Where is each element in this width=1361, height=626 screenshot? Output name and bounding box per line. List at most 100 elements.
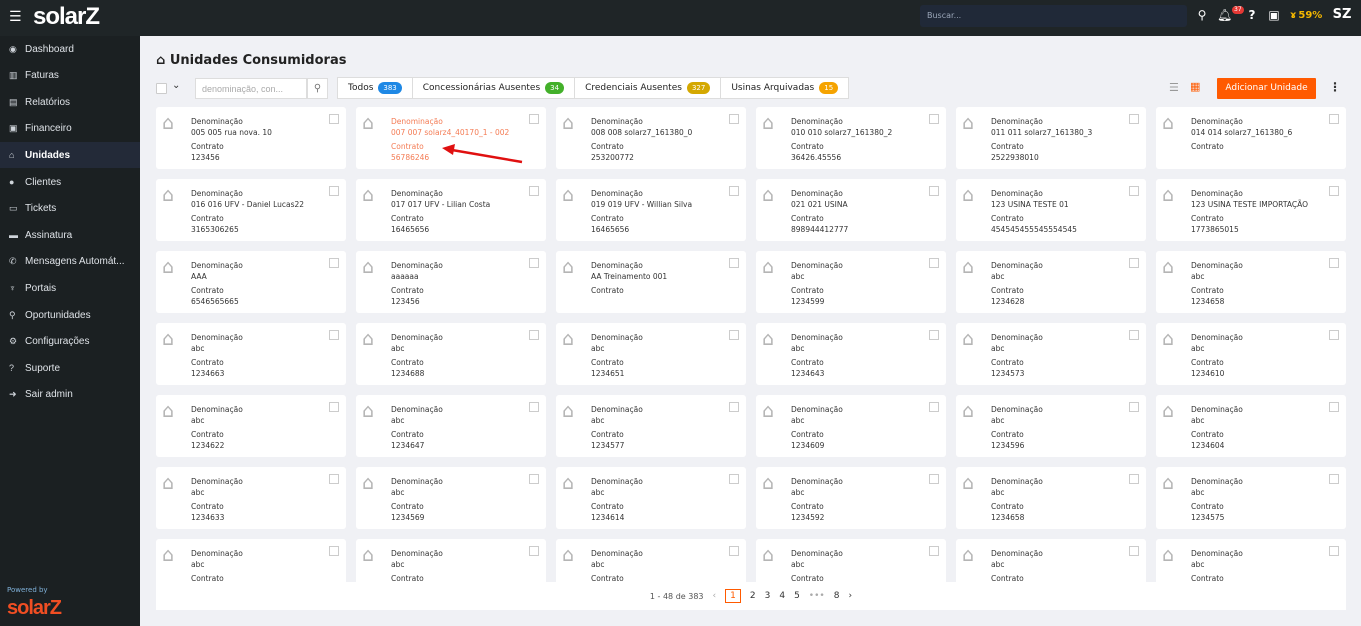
card-checkbox[interactable] [329, 402, 339, 412]
unit-card[interactable]: ⌂ Denominação 123 USINA TESTE IMPORTAÇÃO Co… [1156, 179, 1346, 241]
unit-card[interactable]: ⌂ Denominação 007 007 solarz4_40170_1 - 00… [356, 107, 546, 169]
unit-card[interactable]: ⌂ Denominação abc Contrato 1234651 [556, 323, 746, 385]
card-checkbox[interactable] [1329, 186, 1339, 196]
card-checkbox[interactable] [1329, 546, 1339, 556]
card-checkbox[interactable] [929, 330, 939, 340]
card-checkbox[interactable] [929, 258, 939, 268]
card-checkbox[interactable] [929, 186, 939, 196]
unit-card[interactable]: ⌂ Denominação abc Contrato 1234573 [956, 323, 1146, 385]
card-checkbox[interactable] [729, 114, 739, 124]
card-checkbox[interactable] [529, 330, 539, 340]
unit-card[interactable]: ⌂ Denominação abc Contrato 1234614 [556, 467, 746, 529]
unit-card[interactable]: ⌂ Denominação abc Contrato [556, 539, 746, 582]
unit-card[interactable]: ⌂ Denominação 005 005 rua nova. 10 Contrato… [156, 107, 346, 169]
unit-card[interactable]: ⌂ Denominação abc Contrato 1234643 [756, 323, 946, 385]
unit-card[interactable]: ⌂ Denominação abc Contrato 1234609 [756, 395, 946, 457]
unit-card[interactable]: ⌂ Denominação abc Contrato 1234604 [1156, 395, 1346, 457]
card-checkbox[interactable] [729, 402, 739, 412]
page-4[interactable]: 4 [779, 591, 786, 601]
sidebar-item-faturas[interactable]: ▥ Faturas [0, 63, 140, 89]
unit-card[interactable]: ⌂ Denominação abc Contrato 1234610 [1156, 323, 1346, 385]
unit-card[interactable]: ⌂ Denominação 011 011 solarz7_161380_3 Cont… [956, 107, 1146, 169]
unit-card[interactable]: ⌂ Denominação abc Contrato 1234592 [756, 467, 946, 529]
card-checkbox[interactable] [929, 474, 939, 484]
card-checkbox[interactable] [529, 474, 539, 484]
sidebar-item-configura-es[interactable]: ⚙ Configurações [0, 329, 140, 355]
card-checkbox[interactable] [1329, 330, 1339, 340]
sidebar-item-oportunidades[interactable]: ⚲ Oportunidades [0, 302, 140, 328]
card-checkbox[interactable] [729, 258, 739, 268]
unit-card[interactable]: ⌂ Denominação abc Contrato [356, 539, 546, 582]
card-checkbox[interactable] [529, 258, 539, 268]
grid-view-icon[interactable]: ▦ [1190, 80, 1201, 93]
sidebar-item-financeiro[interactable]: ▣ Financeiro [0, 116, 140, 142]
sidebar-item-assinatura[interactable]: ▬ Assinatura [0, 222, 140, 248]
card-checkbox[interactable] [1329, 474, 1339, 484]
card-checkbox[interactable] [329, 546, 339, 556]
search-input[interactable]: denominação, con... [195, 78, 307, 99]
unit-card[interactable]: ⌂ Denominação abc Contrato 1234622 [156, 395, 346, 457]
unit-card[interactable]: ⌂ Denominação abc Contrato [756, 539, 946, 582]
sidebar-item-unidades[interactable]: ⌂ Unidades [0, 142, 140, 169]
tab-credenciais-ausentes[interactable]: Credenciais Ausentes 327 [575, 78, 722, 98]
sidebar-item-sair-admin[interactable]: ➜ Sair admin [0, 382, 140, 408]
unit-card[interactable]: ⌂ Denominação 008 008 solarz7_161380_0 Cont… [556, 107, 746, 169]
unit-card[interactable]: ⌂ Denominação 016 016 UFV - Daniel Lucas22… [156, 179, 346, 241]
card-checkbox[interactable] [1329, 114, 1339, 124]
unit-card[interactable]: ⌂ Denominação abc Contrato [156, 539, 346, 582]
card-checkbox[interactable] [329, 186, 339, 196]
card-checkbox[interactable] [1129, 402, 1139, 412]
unit-card[interactable]: ⌂ Denominação abc Contrato 1234688 [356, 323, 546, 385]
search-button[interactable]: ⚲ [307, 78, 328, 99]
sidebar-item-suporte[interactable]: ? Suporte [0, 355, 140, 381]
card-checkbox[interactable] [329, 330, 339, 340]
card-checkbox[interactable] [1129, 546, 1139, 556]
card-checkbox[interactable] [1329, 258, 1339, 268]
tab-usinas-arquivadas[interactable]: Usinas Arquivadas 15 [721, 78, 848, 98]
card-checkbox[interactable] [929, 546, 939, 556]
sidebar-item-portais[interactable]: ♆ Portais [0, 275, 140, 301]
unit-card[interactable]: ⌂ Denominação abc Contrato 1234596 [956, 395, 1146, 457]
unit-card[interactable]: ⌂ Denominação 017 017 UFV - Lilian Costa Co… [356, 179, 546, 241]
sidebar-item-tickets[interactable]: ▭ Tickets [0, 196, 140, 222]
unit-card[interactable]: ⌂ Denominação abc Contrato 1234575 [1156, 467, 1346, 529]
sidebar-item-mensagens-autom-t[interactable]: ✆ Mensagens Automát... [0, 249, 140, 275]
unit-card[interactable]: ⌂ Denominação abc Contrato 1234658 [1156, 251, 1346, 313]
unit-card[interactable]: ⌂ Denominação AA Treinamento 001 Contrato [556, 251, 746, 313]
sidebar-item-dashboard[interactable]: ◉ Dashboard [0, 36, 140, 62]
next-page-icon[interactable]: › [848, 591, 853, 601]
hamburger-menu-icon[interactable]: ☰ [9, 9, 22, 25]
card-checkbox[interactable] [329, 474, 339, 484]
clipboard-icon[interactable]: ▣ [1268, 8, 1280, 22]
unit-card[interactable]: ⌂ Denominação abc Contrato 1234628 [956, 251, 1146, 313]
sidebar-item-relat-rios[interactable]: ▤ Relatórios [0, 89, 140, 115]
page-3[interactable]: 3 [764, 591, 771, 601]
unit-card[interactable]: ⌂ Denominação abc Contrato 1234647 [356, 395, 546, 457]
page-1[interactable]: 1 [725, 589, 741, 603]
unit-card[interactable]: ⌂ Denominação 021 021 USINA Contrato 8989444… [756, 179, 946, 241]
help-icon[interactable]: ? [1248, 8, 1256, 22]
add-unit-button[interactable]: Adicionar Unidade [1217, 78, 1316, 99]
card-checkbox[interactable] [1129, 186, 1139, 196]
unit-card[interactable]: ⌂ Denominação 014 014 solarz7_161380_6 Cont… [1156, 107, 1346, 169]
page-5[interactable]: 5 [794, 591, 800, 601]
user-avatar[interactable]: SZ [1332, 7, 1352, 22]
tab-todos[interactable]: Todos 383 [338, 78, 413, 98]
more-options-icon[interactable]: ⋮ [1329, 80, 1341, 94]
unit-card[interactable]: ⌂ Denominação 019 019 UFV - Willian Silva C… [556, 179, 746, 241]
list-view-icon[interactable]: ☰ [1169, 81, 1179, 94]
logo[interactable]: solarZ [33, 3, 100, 30]
card-checkbox[interactable] [1329, 402, 1339, 412]
pagination-ellipsis[interactable]: ••• [808, 591, 825, 601]
tab-concession-rias-ausentes[interactable]: Concessionárias Ausentes 34 [413, 78, 576, 98]
unit-card[interactable]: ⌂ Denominação abc Contrato 1234599 [756, 251, 946, 313]
page-8[interactable]: 8 [833, 591, 840, 601]
search-icon[interactable]: ⚲ [1197, 8, 1207, 22]
unit-card[interactable]: ⌂ Denominação abc Contrato [1156, 539, 1346, 582]
chevron-down-icon[interactable]: ⌄ [172, 80, 181, 91]
card-checkbox[interactable] [529, 114, 539, 124]
bell-icon[interactable]: 🔔︎ [1217, 8, 1233, 22]
unit-card[interactable]: ⌂ Denominação abc Contrato [956, 539, 1146, 582]
card-checkbox[interactable] [529, 402, 539, 412]
card-checkbox[interactable] [729, 186, 739, 196]
